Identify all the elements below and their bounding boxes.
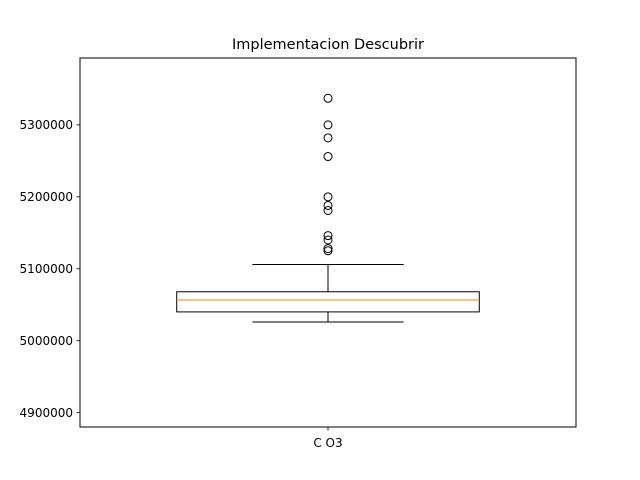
x-tick-label: C O3	[313, 436, 342, 450]
outlier-point	[323, 231, 333, 241]
outlier-point	[323, 246, 333, 256]
interquartile-box	[176, 291, 480, 313]
outlier-point	[323, 235, 333, 245]
outlier-point	[323, 244, 333, 254]
plot-area-frame	[79, 57, 577, 428]
y-tick-label: 5000000	[20, 334, 73, 348]
outlier-point	[323, 200, 333, 210]
y-tick-label: 5300000	[20, 118, 73, 132]
y-tick-label: 5100000	[20, 262, 73, 276]
outlier-point	[323, 205, 333, 215]
x-axis: C O3	[313, 427, 343, 450]
y-axis: 4900000 5000000 5100000 5200000 5300000	[20, 118, 80, 420]
outlier-point	[323, 120, 333, 130]
outlier-point	[323, 152, 333, 162]
outlier-point	[323, 192, 333, 202]
outlier-point	[323, 93, 333, 103]
chart-title: Implementacion Descubrir	[232, 37, 424, 53]
y-tick-label: 5200000	[20, 190, 73, 204]
plot-marks	[176, 93, 480, 323]
y-tick-label: 4900000	[20, 406, 73, 420]
outlier-point	[323, 133, 333, 143]
